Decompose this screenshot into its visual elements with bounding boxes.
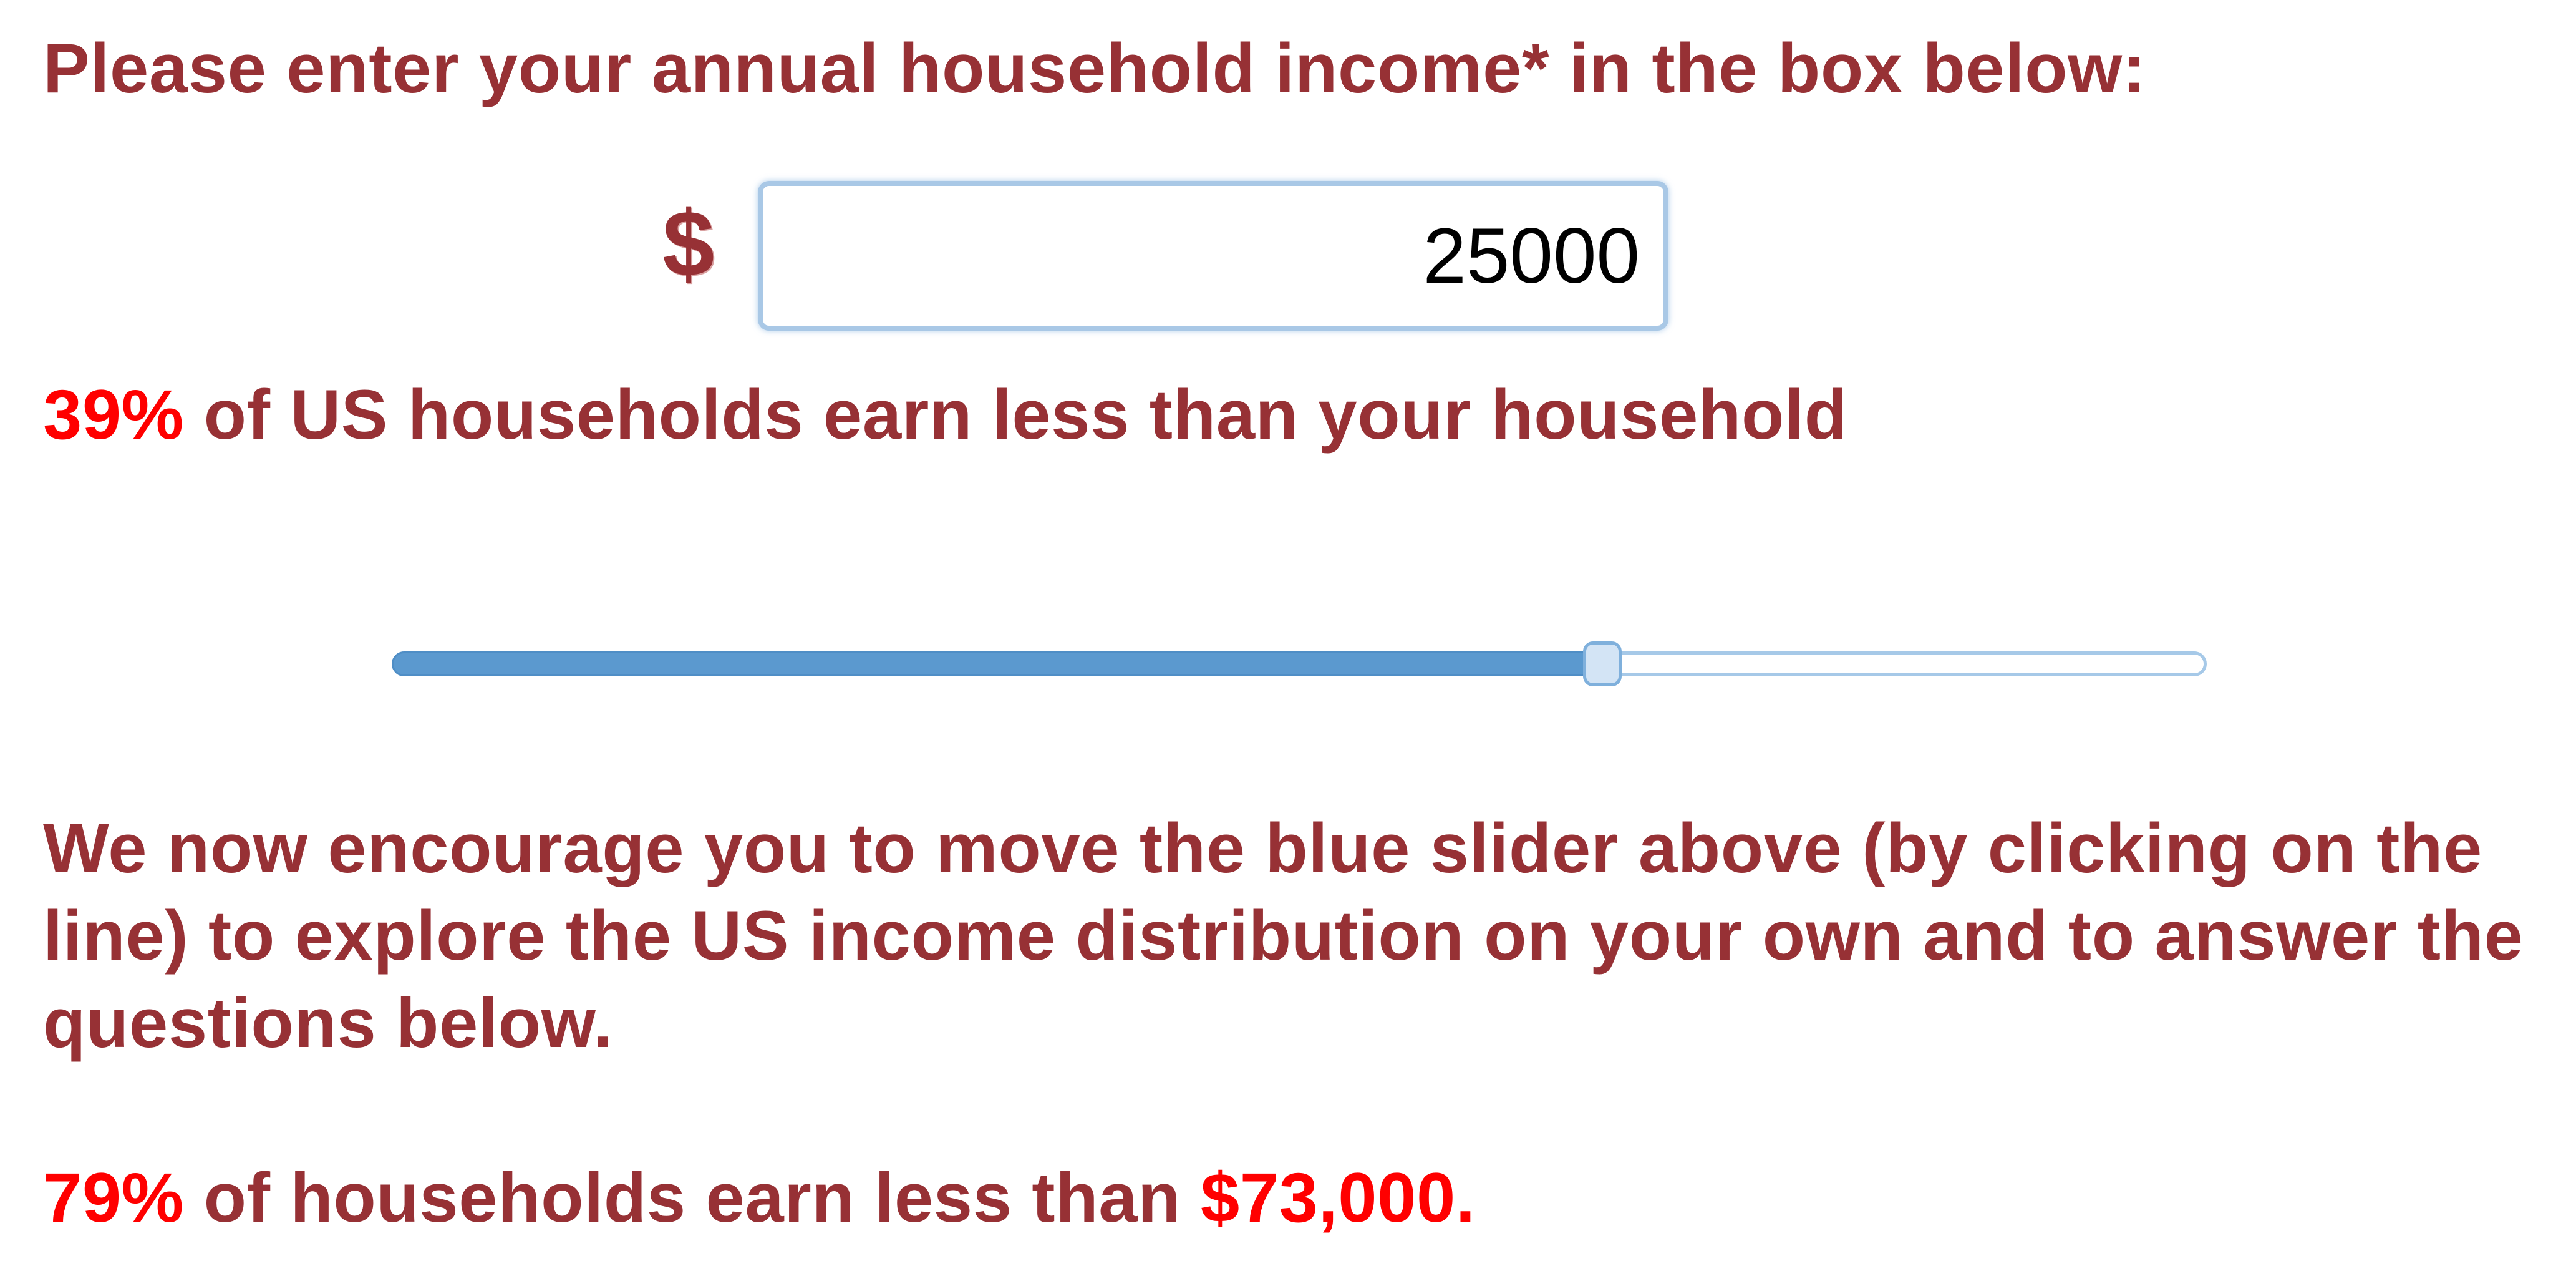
slider-handle[interactable] xyxy=(1582,641,1622,686)
dollar-sign-label: $ xyxy=(662,191,715,296)
income-distribution-slider[interactable] xyxy=(392,641,2207,686)
percentile-text: of US households earn less than your hou… xyxy=(183,376,1847,454)
household-income-input[interactable] xyxy=(758,181,1668,331)
result-text: of households earn less than xyxy=(183,1159,1201,1237)
slider-fill xyxy=(392,651,1602,676)
percentile-value: 39% xyxy=(43,376,184,454)
percentile-statement: 39% of US households earn less than your… xyxy=(43,371,1847,459)
result-percent: 79% xyxy=(43,1159,184,1237)
income-prompt-heading: Please enter your annual household incom… xyxy=(43,29,2146,107)
slider-instructions: We now encourage you to move the blue sl… xyxy=(43,809,2524,1062)
result-amount: $73,000. xyxy=(1200,1159,1476,1237)
result-statement: 79% of households earn less than $73,000… xyxy=(43,1154,1476,1242)
